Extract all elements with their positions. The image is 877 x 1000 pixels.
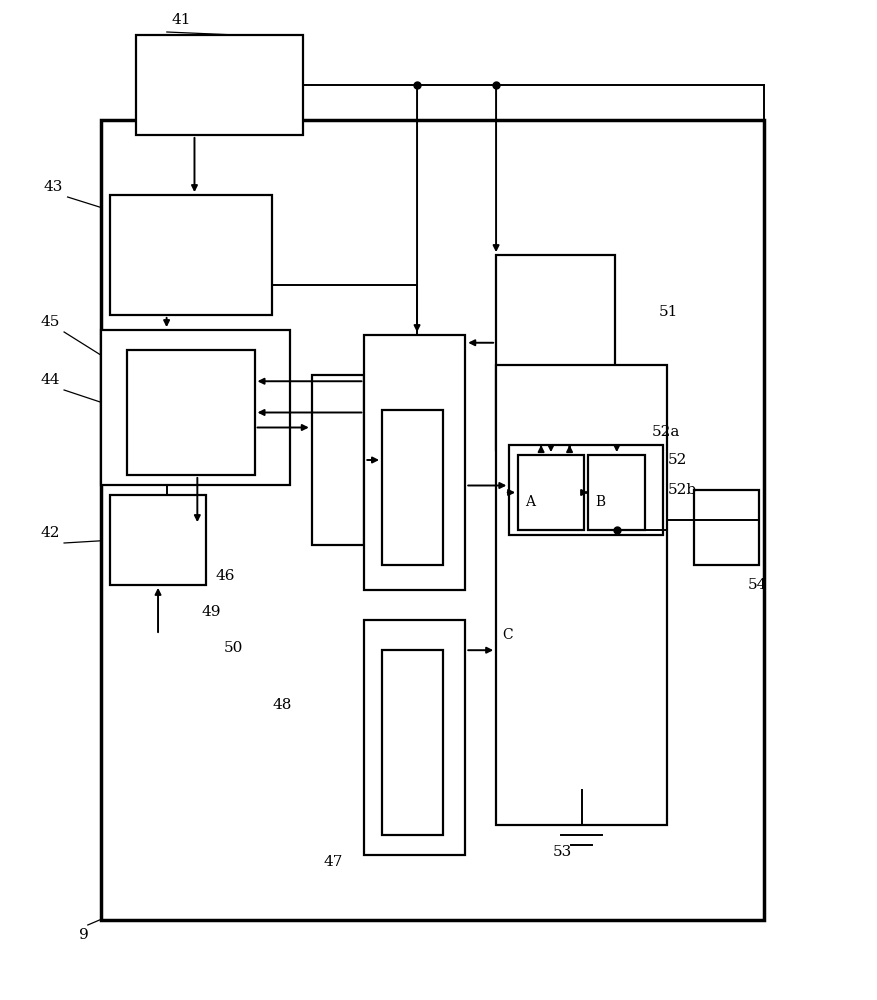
Bar	[496, 255, 614, 450]
Text: 53: 53	[553, 845, 572, 859]
Bar	[311, 375, 364, 545]
Text: 42: 42	[40, 526, 60, 540]
Bar	[101, 120, 763, 920]
Text: 45: 45	[40, 315, 60, 329]
Bar	[381, 650, 443, 835]
Bar	[364, 335, 465, 590]
Bar	[101, 330, 289, 485]
Text: 43: 43	[44, 180, 63, 194]
Bar	[381, 410, 443, 565]
Text: 51: 51	[658, 305, 677, 319]
Text: 41: 41	[171, 13, 190, 27]
Bar	[496, 365, 667, 825]
Bar	[364, 620, 465, 855]
Text: 9: 9	[79, 928, 89, 942]
Bar	[517, 455, 583, 530]
Bar	[110, 495, 206, 585]
Text: 52a: 52a	[651, 425, 679, 439]
Text: 52b: 52b	[667, 483, 695, 497]
Text: 49: 49	[202, 605, 221, 619]
Bar	[136, 35, 303, 135]
Bar	[110, 195, 272, 315]
Bar	[509, 445, 662, 535]
Text: 47: 47	[323, 855, 342, 869]
Text: 44: 44	[40, 373, 60, 387]
Text: C: C	[502, 628, 512, 642]
Text: 52: 52	[667, 453, 686, 467]
Text: A: A	[524, 495, 534, 509]
Text: 50: 50	[224, 641, 243, 655]
Text: 48: 48	[272, 698, 291, 712]
Bar	[127, 350, 254, 475]
Text: B: B	[595, 495, 605, 509]
Text: 46: 46	[215, 569, 234, 583]
Bar	[588, 455, 645, 530]
Text: 54: 54	[747, 578, 766, 592]
Bar	[693, 490, 759, 565]
